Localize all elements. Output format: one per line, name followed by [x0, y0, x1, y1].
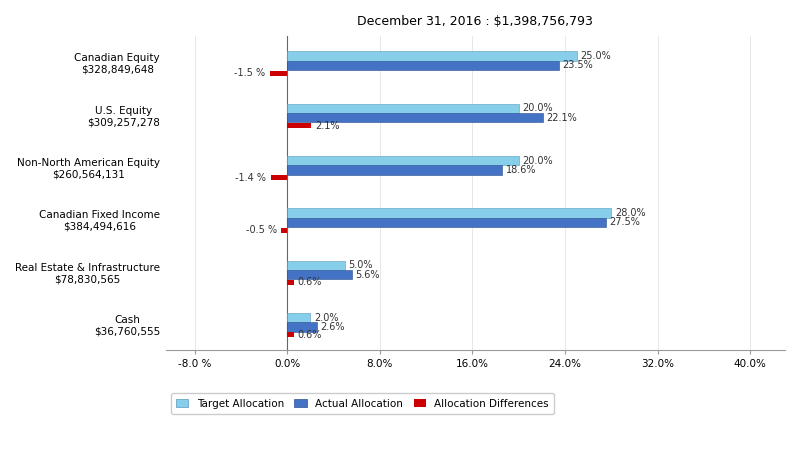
Text: 20.0%: 20.0%: [522, 156, 553, 166]
Bar: [287, 280, 294, 285]
Text: 28.0%: 28.0%: [614, 208, 646, 218]
Bar: [287, 156, 518, 166]
Text: 0.6%: 0.6%: [298, 278, 322, 288]
Bar: [282, 228, 287, 233]
Text: 23.5%: 23.5%: [562, 61, 594, 70]
Text: 0.6%: 0.6%: [298, 330, 322, 340]
Bar: [287, 51, 577, 61]
Legend: Target Allocation, Actual Allocation, Allocation Differences: Target Allocation, Actual Allocation, Al…: [170, 394, 554, 414]
Text: 20.0%: 20.0%: [522, 103, 553, 114]
Bar: [270, 70, 287, 76]
Bar: [271, 175, 287, 181]
Text: -0.5 %: -0.5 %: [246, 225, 277, 235]
Bar: [287, 322, 318, 332]
Text: 5.6%: 5.6%: [355, 270, 380, 280]
Text: 25.0%: 25.0%: [580, 51, 611, 61]
Text: -1.4 %: -1.4 %: [235, 173, 266, 183]
Text: 5.0%: 5.0%: [349, 260, 373, 270]
Bar: [287, 332, 294, 337]
Text: 2.1%: 2.1%: [315, 121, 339, 131]
Text: 2.0%: 2.0%: [314, 313, 338, 323]
Text: 27.5%: 27.5%: [609, 217, 640, 228]
Bar: [287, 313, 310, 322]
Bar: [287, 218, 606, 227]
Title: December 31, 2016 : $1,398,756,793: December 31, 2016 : $1,398,756,793: [358, 15, 594, 28]
Text: -1.5 %: -1.5 %: [234, 68, 265, 78]
Bar: [287, 104, 518, 113]
Bar: [287, 208, 611, 218]
Text: 22.1%: 22.1%: [546, 113, 578, 123]
Bar: [287, 123, 311, 128]
Bar: [287, 61, 559, 70]
Bar: [287, 270, 352, 280]
Text: 18.6%: 18.6%: [506, 165, 537, 175]
Bar: [287, 113, 543, 123]
Text: 2.6%: 2.6%: [321, 322, 346, 332]
Bar: [287, 166, 502, 175]
Bar: [287, 261, 345, 270]
